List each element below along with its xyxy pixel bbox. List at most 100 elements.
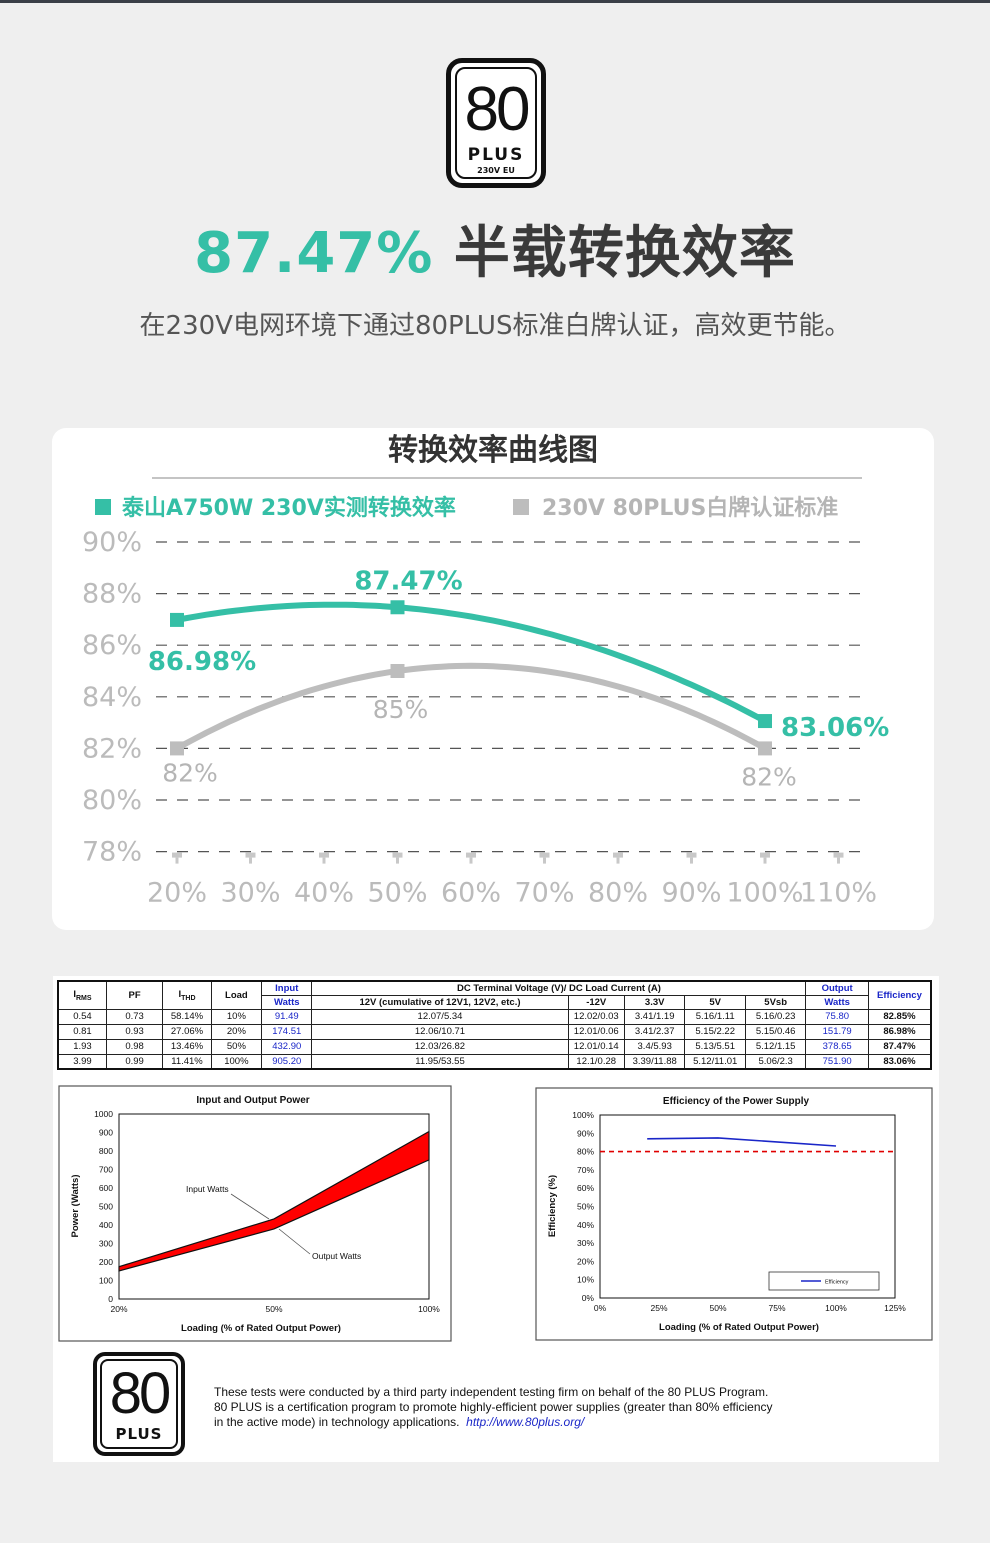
power-y-tick: 900 (99, 1128, 113, 1138)
efficiency-y-tick: 50% (577, 1202, 594, 1212)
point-standard (758, 741, 772, 756)
efficiency-x-tick: 50% (709, 1303, 726, 1313)
output-watts-label: Output Watts (312, 1251, 361, 1261)
y-tick-label: 90% (82, 527, 142, 558)
logo-tag: 230V EU (477, 166, 515, 175)
x-tick-label: 50% (367, 878, 427, 909)
x-tick-label: 100% (726, 878, 803, 909)
x-tick-mark (319, 852, 329, 858)
efficiency-y-label: Efficiency (%) (547, 1175, 558, 1237)
label-standard: 85% (373, 695, 429, 724)
power-y-tick: 500 (99, 1202, 113, 1212)
table-row: 3.99 0.99 11.41% 100% 905.20 11.95/53.55 12.1/… (57, 1053, 932, 1070)
x-tick-label: 60% (441, 878, 501, 909)
efficiency-x-tick: 0% (594, 1303, 607, 1313)
x-tick-label: 40% (294, 878, 354, 909)
80plus-logo: 80 PLUS 230V EU (446, 58, 546, 188)
headline: 87.47% 半载转换效率 (0, 214, 990, 294)
footer-logo-brand: PLUS (115, 1425, 163, 1443)
power-y-tick: 400 (99, 1220, 113, 1230)
power-gap-area (118, 1130, 430, 1272)
efficiency-y-tick: 10% (577, 1275, 594, 1285)
legend-swatch-measured (95, 499, 111, 515)
power-y-tick: 100 (99, 1276, 113, 1286)
efficiency-y-tick: 100% (572, 1110, 594, 1120)
point-measured (170, 612, 184, 627)
footer-line-1: These tests were conducted by a third pa… (214, 1385, 769, 1399)
chart-title: 转换效率曲线图 (388, 433, 598, 468)
efficiency-y-tick: 30% (577, 1238, 594, 1248)
subline: 在230V电网环境下通过80PLUS标准白牌认证，高效更节能。 (139, 311, 851, 341)
table-cell: 3.99 (57, 1053, 107, 1070)
efficiency-plot-area (599, 1114, 896, 1299)
power-y-tick: 0 (108, 1294, 113, 1304)
efficiency-y-tick: 70% (577, 1165, 594, 1175)
power-y-tick: 800 (99, 1146, 113, 1156)
x-tick-mark (613, 852, 623, 858)
x-tick-mark (392, 852, 403, 858)
x-tick-label: 30% (220, 878, 280, 909)
x-tick-mark (833, 852, 844, 858)
power-y-tick: 1000 (94, 1109, 113, 1119)
col-pf: PF (105, 980, 164, 1010)
top-border (0, 0, 990, 3)
x-tick-mark (172, 852, 182, 858)
logo-number: 80 (464, 75, 531, 144)
y-tick-label: 78% (82, 837, 142, 868)
table-row: 0.81 0.93 27.06% 20% 174.51 12.06/10.71 12.01/… (57, 1023, 932, 1040)
footer-logo-number: 80 (109, 1361, 172, 1426)
80plus-footer-logo: 80 PLUS (93, 1352, 185, 1456)
power-x-label: Loading (% of Rated Output Power) (181, 1323, 341, 1334)
table-cell: 905.20 (261, 1053, 313, 1070)
point-measured (758, 714, 772, 729)
x-tick-label: 70% (514, 878, 574, 909)
footer-line-2: 80 PLUS is a certification program to pr… (214, 1400, 773, 1414)
legend-swatch-standard (513, 499, 529, 515)
table-cell: 5.06/2.3 (744, 1053, 807, 1070)
test-results-table: IRMS PF ITHD Load Input DC Terminal Volt… (57, 980, 932, 1070)
y-tick-label: 80% (82, 785, 142, 816)
efficiency-legend-box (768, 1271, 880, 1291)
series-line-standard (175, 662, 767, 752)
efficiency-y-tick: 20% (577, 1256, 594, 1266)
power-y-tick: 600 (99, 1183, 113, 1193)
efficiency-y-tick: 0% (582, 1293, 595, 1303)
y-tick-label: 82% (82, 733, 142, 764)
x-tick-label: 110% (800, 878, 877, 909)
power-x-tick: 20% (110, 1304, 127, 1314)
efficiency-series-line (647, 1137, 837, 1147)
power-y-tick: 700 (99, 1165, 113, 1175)
table-row: 1.93 0.98 13.46% 50% 432.90 12.03/26.82 12.01/… (57, 1038, 932, 1055)
legend-label-measured: 泰山A750W 230V实测转换效率 (121, 495, 456, 521)
efficiency-x-tick: 125% (884, 1303, 906, 1313)
footer-url[interactable]: http://www.80plus.org/ (466, 1415, 585, 1429)
label-measured: 83.06% (781, 713, 889, 743)
efficiency-x-label: Loading (% of Rated Output Power) (659, 1322, 819, 1333)
table-cell: 11.41% (162, 1053, 212, 1070)
output-watts-leader (278, 1228, 311, 1255)
label-standard: 82% (162, 758, 218, 787)
efficiency-x-tick: 25% (650, 1303, 667, 1313)
footer-line-3: in the active mode) in technology applic… (214, 1415, 460, 1429)
y-tick-label: 88% (82, 579, 142, 610)
headline-percent: 87.47% (194, 221, 434, 286)
label-measured: 87.47% (354, 566, 462, 596)
label-standard: 82% (741, 762, 797, 791)
input-watts-label: Input Watts (186, 1184, 229, 1194)
y-tick-label: 86% (82, 630, 142, 661)
x-tick-mark (760, 852, 770, 858)
efficiency-y-tick: 90% (577, 1128, 594, 1138)
col-ithd: ITHD (162, 980, 212, 1010)
point-measured (390, 600, 405, 615)
footer-note: These tests were conducted by a third pa… (214, 1385, 854, 1430)
power-x-tick: 50% (265, 1304, 282, 1314)
power-x-tick: 100% (418, 1304, 440, 1314)
series-line-measured (176, 601, 767, 724)
logo-brand: PLUS (467, 145, 525, 165)
label-measured: 86.98% (148, 647, 256, 677)
table-cell: 5.12/11.01 (684, 1053, 746, 1070)
efficiency-x-tick: 100% (825, 1303, 847, 1313)
x-tick-mark (466, 852, 476, 858)
efficiency-x-tick: 75% (768, 1303, 785, 1313)
